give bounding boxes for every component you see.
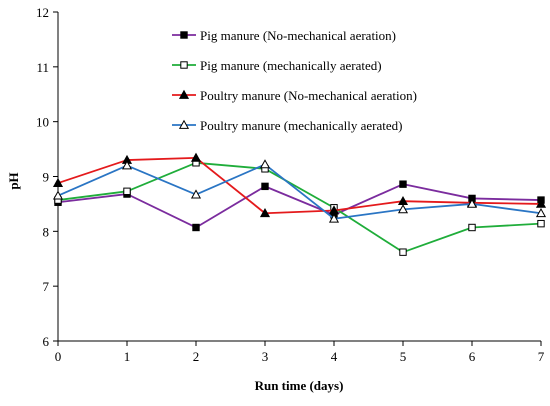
y-axis-label: pH xyxy=(6,172,21,189)
data-point xyxy=(468,223,476,232)
series-line xyxy=(57,183,542,229)
x-tick-label: 6 xyxy=(469,349,476,364)
data-point xyxy=(190,152,202,162)
legend-swatch-marker xyxy=(178,119,190,129)
data-point xyxy=(399,180,407,188)
legend-entry: Poultry manure (mechanically aerated) xyxy=(172,118,403,133)
data-point xyxy=(121,160,133,170)
y-tick-label: 11 xyxy=(36,60,49,75)
legend-swatch-marker xyxy=(178,89,190,99)
data-point xyxy=(190,189,202,199)
y-tick-label: 9 xyxy=(43,170,50,185)
x-tick-label: 5 xyxy=(400,349,407,364)
y-tick-label: 12 xyxy=(36,5,49,20)
data-point xyxy=(328,213,340,223)
data-point xyxy=(397,204,409,214)
y-tick-label: 7 xyxy=(43,279,50,294)
axes xyxy=(53,11,542,346)
x-tick-label: 2 xyxy=(193,349,200,364)
x-tick-label: 4 xyxy=(331,349,338,364)
series-line xyxy=(57,156,542,215)
series-4 xyxy=(52,159,547,223)
x-tick-label: 7 xyxy=(538,349,545,364)
legend-label: Poultry manure (mechanically aerated) xyxy=(200,118,403,133)
data-point xyxy=(261,182,269,191)
data-point xyxy=(52,190,64,200)
legend-label: Pig manure (mechanically aerated) xyxy=(200,58,382,73)
legend-label: Poultry manure (No-mechanical aeration) xyxy=(200,88,417,103)
legend-entry: Pig manure (mechanically aerated) xyxy=(172,58,382,73)
x-tick-label: 3 xyxy=(262,349,269,364)
y-tick-label: 8 xyxy=(43,224,50,239)
data-point xyxy=(535,208,547,218)
data-point xyxy=(123,187,131,196)
data-point xyxy=(259,159,271,169)
y-tick-label: 10 xyxy=(36,115,49,130)
data-point xyxy=(466,198,478,208)
data-point xyxy=(399,248,407,256)
legend-swatch-marker xyxy=(180,31,188,39)
legend-entry: Pig manure (No-mechanical aeration) xyxy=(172,28,396,43)
data-point xyxy=(537,219,545,228)
legend: Pig manure (No-mechanical aeration) Pig m… xyxy=(172,28,417,133)
legend-label: Pig manure (No-mechanical aeration) xyxy=(200,28,396,43)
x-tick-label: 1 xyxy=(124,349,131,364)
data-point xyxy=(259,208,271,218)
data-point xyxy=(52,177,64,187)
legend-swatch-marker xyxy=(180,61,188,69)
series-layer xyxy=(52,152,547,256)
y-tick-label: 6 xyxy=(43,334,50,349)
data-point xyxy=(192,223,200,232)
data-point xyxy=(535,198,547,208)
x-axis-label: Run time (days) xyxy=(255,378,344,393)
series-line xyxy=(57,163,542,220)
series-line xyxy=(57,161,542,254)
legend-entry: Poultry manure (No-mechanical aeration) xyxy=(172,88,417,103)
x-tick-label: 0 xyxy=(55,349,62,364)
